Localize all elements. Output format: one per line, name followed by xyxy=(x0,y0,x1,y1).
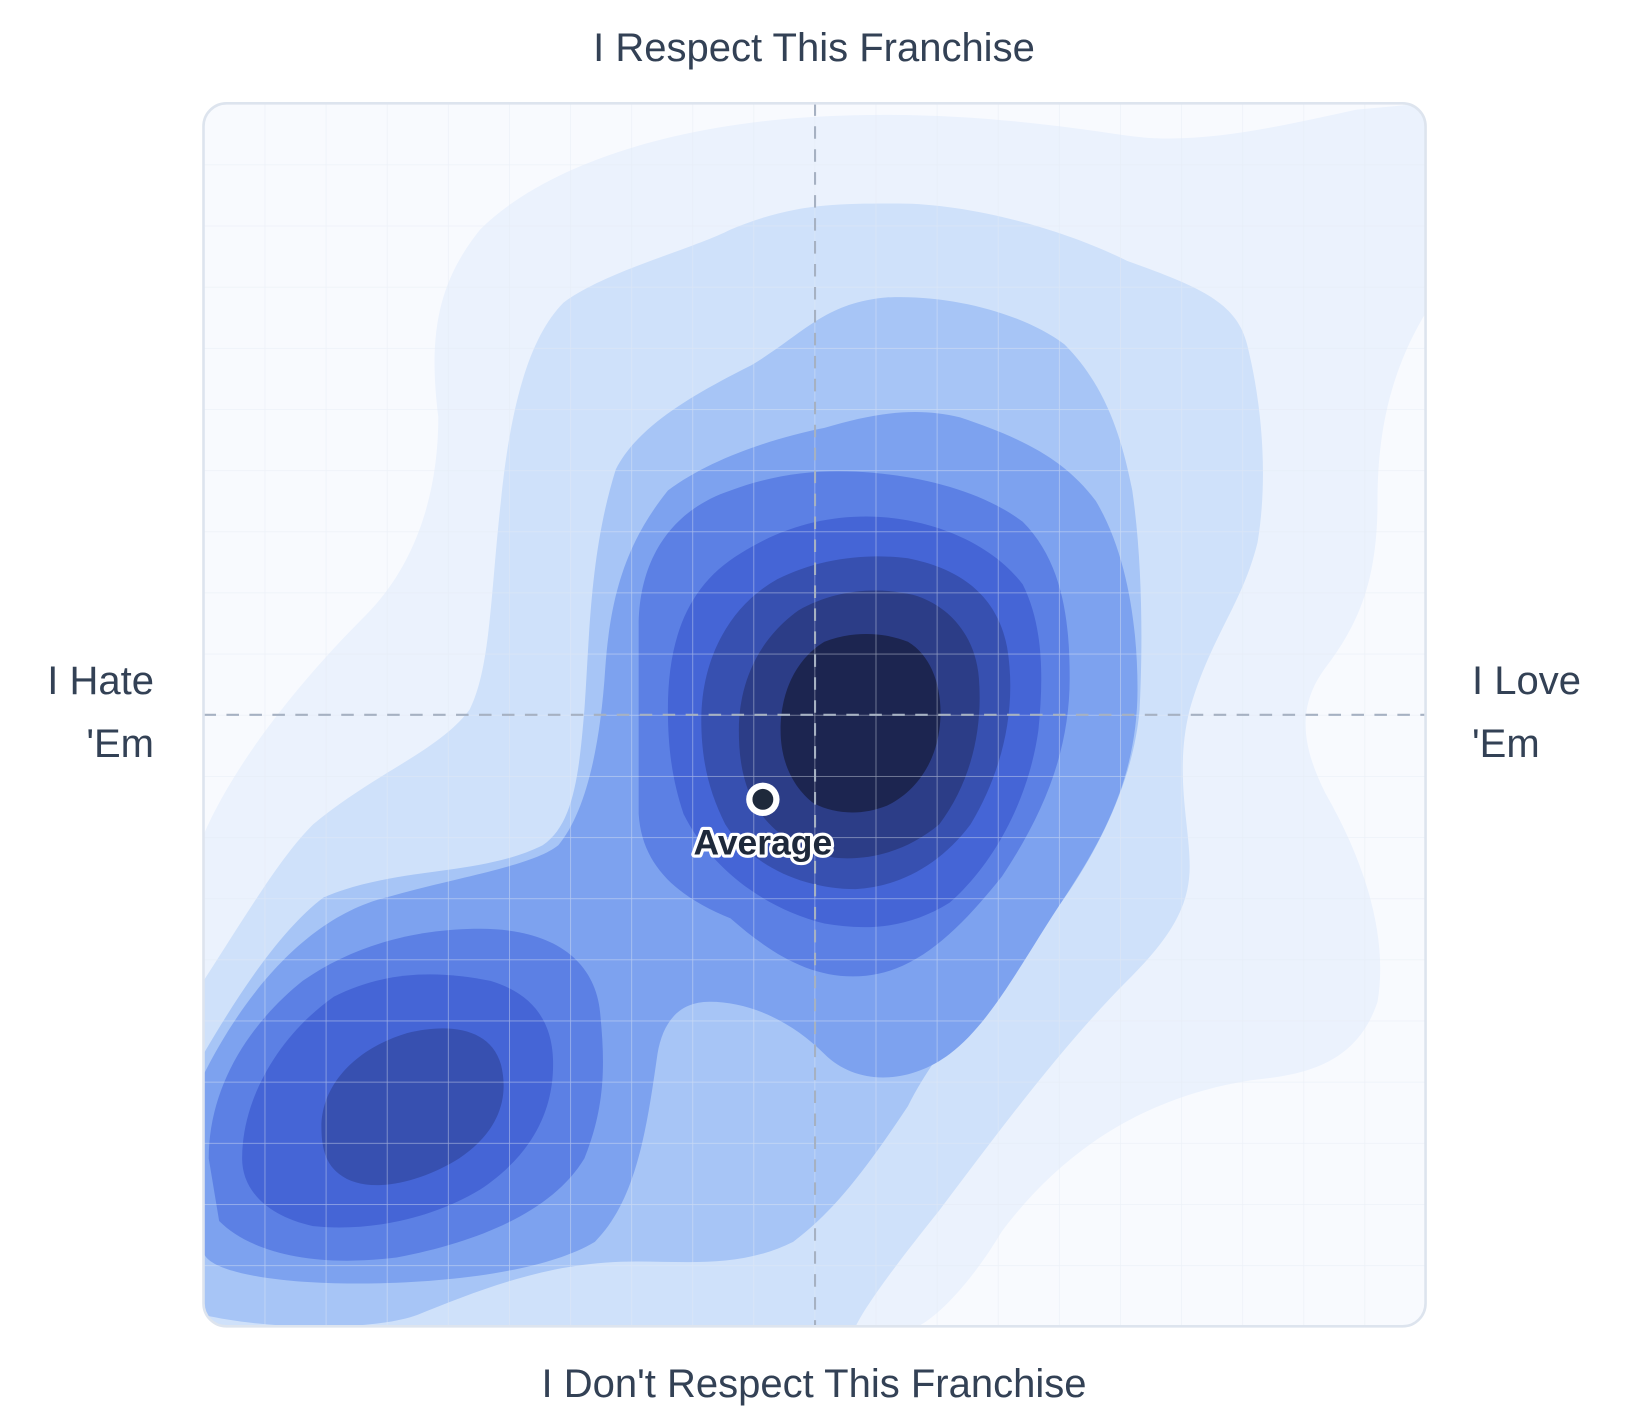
left-axis-label-line1: I Hate xyxy=(47,659,154,703)
right-axis-label-line2: 'Em xyxy=(1472,722,1540,766)
average-marker-dot xyxy=(752,788,774,810)
top-axis-label-text: I Respect This Franchise xyxy=(593,26,1035,70)
bottom-axis-label: I Don't Respect This Franchise xyxy=(0,1353,1628,1416)
right-axis-label: I Love 'Em xyxy=(1472,650,1581,776)
average-marker[interactable]: Average xyxy=(690,782,835,866)
left-axis-label: I Hate 'Em xyxy=(47,650,154,776)
left-axis-label-line2: 'Em xyxy=(86,722,154,766)
plot-area xyxy=(203,103,1426,1327)
plot-frame xyxy=(202,102,1427,1328)
average-label: Average xyxy=(694,823,833,863)
right-axis-label-line1: I Love xyxy=(1472,659,1581,703)
bottom-axis-label-text: I Don't Respect This Franchise xyxy=(541,1362,1087,1406)
top-axis-label: I Respect This Franchise xyxy=(0,17,1628,80)
